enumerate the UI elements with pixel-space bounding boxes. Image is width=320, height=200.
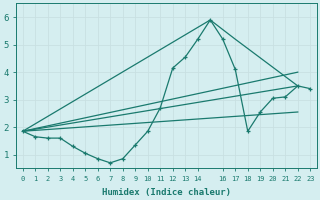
X-axis label: Humidex (Indice chaleur): Humidex (Indice chaleur) bbox=[102, 188, 231, 197]
